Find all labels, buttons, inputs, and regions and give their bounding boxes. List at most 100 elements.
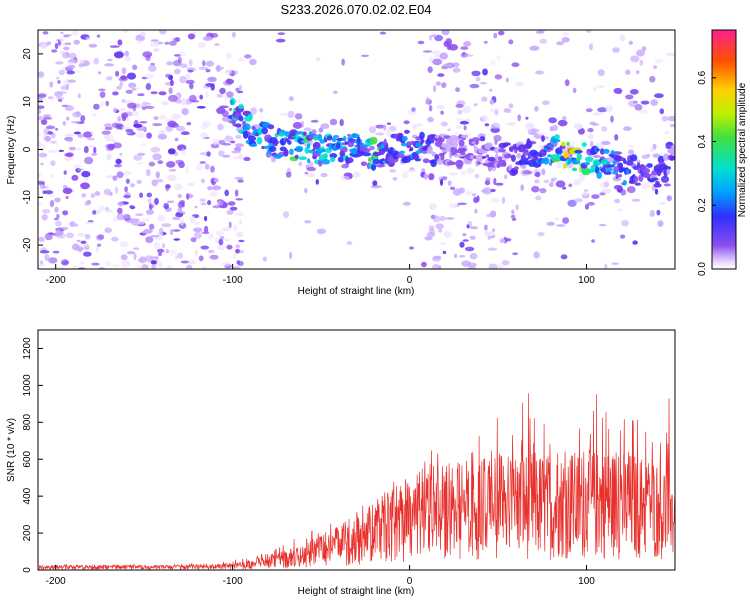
heatmap-cell xyxy=(200,178,205,184)
heatmap-cell xyxy=(218,238,224,246)
heatmap-cell xyxy=(243,156,251,162)
heatmap-cell xyxy=(113,51,124,59)
heatmap-cell xyxy=(306,166,316,172)
heatmap-cell xyxy=(613,184,623,190)
heatmap-cell xyxy=(555,180,566,188)
heatmap-cell xyxy=(234,146,242,152)
heatmap-cell xyxy=(576,157,580,162)
heatmap-cell xyxy=(120,254,128,261)
heatmap-cell xyxy=(104,227,112,233)
heatmap-cell xyxy=(404,129,410,134)
heatmap-cell xyxy=(347,141,355,148)
heatmap-cell xyxy=(460,46,469,50)
heatmap-cell xyxy=(640,100,650,105)
heatmap-cell xyxy=(216,93,224,98)
heatmap-cell xyxy=(638,174,644,182)
heatmap-cell xyxy=(174,255,179,261)
heatmap-cell xyxy=(64,42,72,46)
heatmap-cell xyxy=(159,30,167,35)
heatmap-cell xyxy=(207,186,213,191)
heatmap-cell xyxy=(229,206,238,211)
heatmap-cell xyxy=(376,164,385,168)
heatmap-cell xyxy=(68,52,77,59)
heatmap-cell xyxy=(194,231,202,239)
heatmap-cell xyxy=(490,188,496,193)
heatmap-cell xyxy=(73,164,82,169)
heatmap-cell xyxy=(584,189,589,192)
heatmap-cell xyxy=(39,144,46,152)
heatmap-cell xyxy=(329,153,338,159)
heatmap-cell xyxy=(55,220,62,227)
heatmap-cell xyxy=(614,155,624,162)
heatmap-cell xyxy=(303,127,312,132)
heatmap-cell xyxy=(119,153,123,156)
y-tick-label: 200 xyxy=(22,524,33,541)
heatmap-cell xyxy=(577,127,585,135)
heatmap-cell xyxy=(215,66,225,70)
heatmap-cell xyxy=(425,97,430,104)
heatmap-cell xyxy=(200,202,207,206)
heatmap-cell xyxy=(174,37,181,43)
heatmap-cell xyxy=(278,132,285,137)
heatmap-cell xyxy=(235,198,244,201)
heatmap-cell xyxy=(163,202,169,210)
x-tick-label: 100 xyxy=(578,275,595,286)
heatmap-cell xyxy=(165,184,170,192)
heatmap-cell xyxy=(111,264,120,267)
heatmap-cell xyxy=(522,170,533,175)
heatmap-cell xyxy=(446,161,456,166)
heatmap-cell xyxy=(50,160,56,167)
heatmap-cell xyxy=(120,260,131,268)
heatmap-cell xyxy=(396,153,405,159)
heatmap-cell xyxy=(628,149,635,155)
heatmap-cell xyxy=(493,32,498,39)
heatmap-cell xyxy=(455,117,463,121)
heatmap-cell xyxy=(512,252,519,256)
heatmap-cell xyxy=(455,159,464,168)
heatmap-cell xyxy=(190,237,197,243)
heatmap-cell xyxy=(666,195,672,202)
heatmap-cell xyxy=(634,182,641,186)
heatmap-cell xyxy=(204,163,210,170)
colorbar: 0.0 0.2 0.4 0.6 Normalized spectral amplitu… xyxy=(697,29,748,276)
heatmap-cell xyxy=(88,145,95,148)
colorbar-gradient xyxy=(712,30,736,269)
heatmap-cell xyxy=(44,254,50,262)
x-tick-label: -200 xyxy=(46,576,66,587)
heatmap-cell xyxy=(135,103,141,108)
heatmap-cell xyxy=(432,215,441,223)
heatmap-cell xyxy=(114,186,119,194)
heatmap-cell xyxy=(158,227,164,234)
heatmap-cell xyxy=(193,227,203,233)
heatmap-cell xyxy=(283,148,289,157)
heatmap-cell xyxy=(235,87,240,92)
heatmap-cell xyxy=(49,200,55,208)
heatmap-cell xyxy=(562,31,570,36)
heatmap-cell xyxy=(226,52,232,60)
heatmap-cell xyxy=(150,256,158,259)
heatmap-cell xyxy=(185,264,193,269)
heatmap-cell xyxy=(54,42,59,50)
heatmap-cell xyxy=(539,188,547,194)
heatmap-cell xyxy=(277,32,286,36)
heatmap-cell xyxy=(76,111,80,116)
heatmap-cell xyxy=(177,193,182,199)
heatmap-cell xyxy=(611,262,619,265)
heatmap-cell xyxy=(636,159,641,164)
heatmap-cell xyxy=(55,127,59,131)
heatmap-cell xyxy=(107,58,113,62)
heatmap-cell xyxy=(566,141,570,147)
heatmap-cell xyxy=(646,163,653,168)
heatmap-cell xyxy=(76,147,82,151)
heatmap-cell xyxy=(113,107,117,113)
heatmap-cell xyxy=(145,83,152,91)
heatmap-cell xyxy=(464,190,473,196)
heatmap-cell xyxy=(607,164,615,168)
heatmap-cell xyxy=(159,263,163,269)
heatmap-cell xyxy=(447,128,452,132)
heatmap-cell xyxy=(563,153,570,157)
heatmap-cell xyxy=(622,179,627,186)
heatmap-cell xyxy=(572,87,577,93)
heatmap-cell xyxy=(194,221,201,226)
heatmap-cell xyxy=(571,167,578,172)
